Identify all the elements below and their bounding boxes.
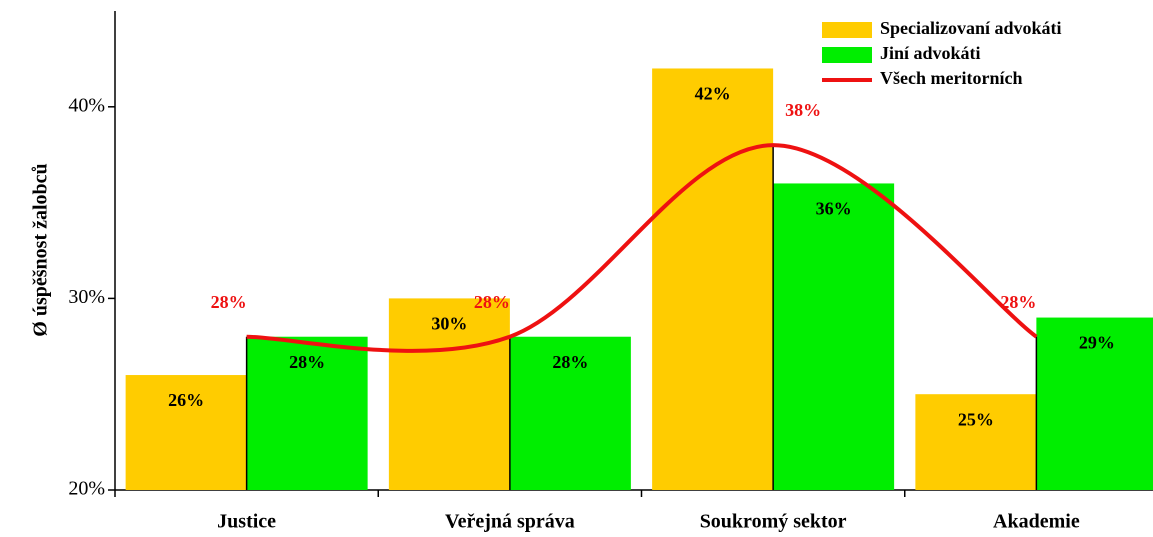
bar-value-label: 28% bbox=[552, 352, 588, 372]
legend-label: Jiní advokáti bbox=[880, 43, 981, 63]
line-value-label: 28% bbox=[1000, 292, 1036, 312]
x-tick-label: Soukromý sektor bbox=[700, 511, 847, 533]
line-value-label: 28% bbox=[211, 292, 247, 312]
legend-label: Specializovaní advokáti bbox=[880, 18, 1062, 38]
bar bbox=[246, 336, 368, 490]
legend-label: Všech meritorních bbox=[880, 68, 1022, 88]
x-tick-label: Veřejná správa bbox=[445, 511, 575, 533]
x-tick-label: Justice bbox=[217, 511, 276, 533]
y-tick-label: 20% bbox=[68, 478, 105, 500]
line-value-label: 38% bbox=[785, 100, 821, 120]
bar bbox=[652, 68, 774, 490]
bar-value-label: 36% bbox=[816, 199, 852, 219]
bar-value-label: 28% bbox=[289, 352, 325, 372]
y-tick-label: 40% bbox=[68, 94, 105, 116]
bar bbox=[125, 375, 247, 490]
bar-value-label: 42% bbox=[695, 84, 731, 104]
bar bbox=[773, 183, 895, 490]
bar bbox=[388, 298, 510, 490]
legend-swatch bbox=[822, 22, 872, 38]
line bbox=[246, 143, 1038, 353]
line-value-label: 28% bbox=[474, 292, 510, 312]
bar bbox=[509, 336, 631, 490]
y-axis-label: Ø úspěšnost žalobců bbox=[30, 163, 52, 336]
y-tick-label: 30% bbox=[68, 286, 105, 308]
bar-value-label: 29% bbox=[1079, 333, 1115, 353]
legend-swatch bbox=[822, 47, 872, 63]
bar-value-label: 26% bbox=[168, 390, 204, 410]
bar bbox=[915, 394, 1037, 490]
x-tick-label: Akademie bbox=[993, 511, 1080, 533]
bar bbox=[1036, 317, 1153, 490]
bar-value-label: 25% bbox=[958, 409, 994, 429]
bar-value-label: 30% bbox=[431, 314, 467, 334]
